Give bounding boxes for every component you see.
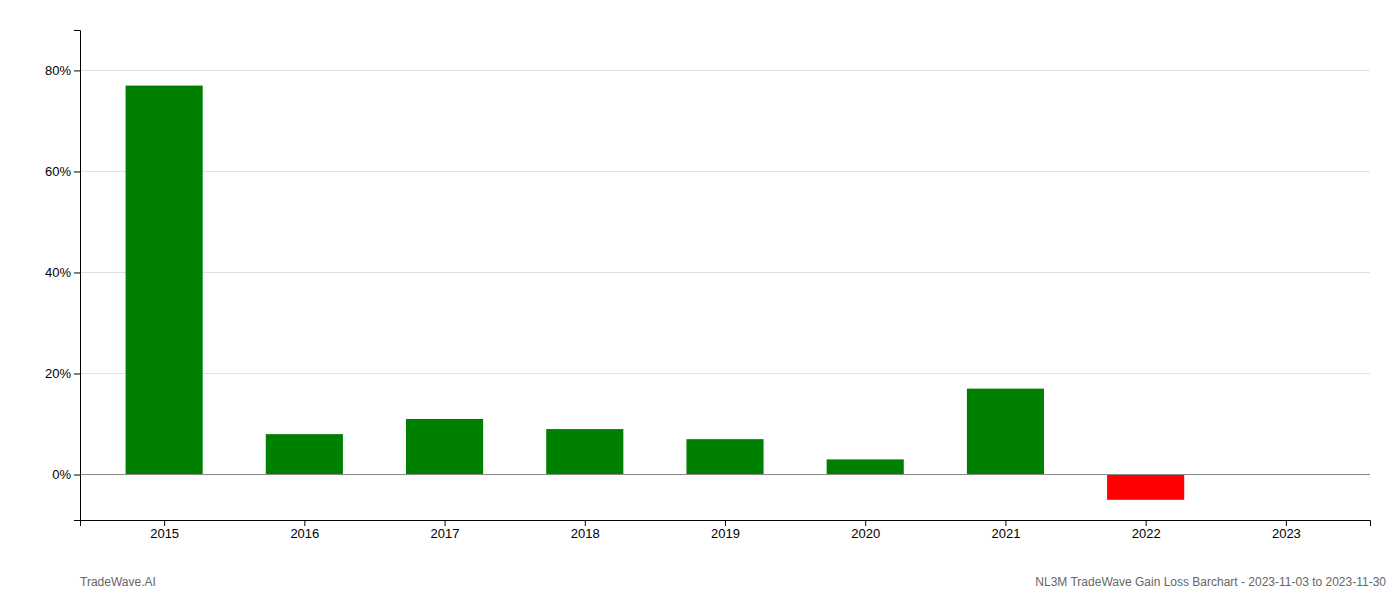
bars [126, 86, 1185, 500]
y-axis-line [74, 31, 81, 521]
grid [80, 70, 1370, 474]
grid-line [80, 171, 1370, 172]
y-tick-label: 60% [45, 164, 71, 179]
x-tick: 2015 [150, 520, 179, 541]
x-tick-mark [1005, 520, 1006, 526]
x-tick-label: 2021 [991, 526, 1020, 541]
x-tick-mark [725, 520, 726, 526]
x-tick-label: 2019 [711, 526, 740, 541]
zero-line [80, 474, 1370, 475]
x-tick-label: 2015 [150, 526, 179, 541]
x-tick: 2017 [431, 520, 460, 541]
bar [126, 86, 203, 475]
bar [266, 434, 343, 474]
grid-line [80, 272, 1370, 273]
x-tick-mark [865, 520, 866, 526]
grid-line [80, 70, 1370, 71]
x-tick-label: 2018 [571, 526, 600, 541]
y-tick-mark [74, 272, 80, 273]
y-tick: 80% [45, 63, 80, 78]
bar [1107, 475, 1184, 500]
y-tick-label: 40% [45, 265, 71, 280]
x-tick-mark [164, 520, 165, 526]
bar [686, 439, 763, 474]
bar [827, 459, 904, 474]
y-tick: 40% [45, 265, 80, 280]
x-tick: 2020 [851, 520, 880, 541]
bar [546, 429, 623, 474]
y-tick-label: 20% [45, 366, 71, 381]
y-tick: 20% [45, 366, 80, 381]
x-tick-mark [1146, 520, 1147, 526]
footer-text: TradeWave.AI [80, 575, 156, 589]
x-tick-mark [1286, 520, 1287, 526]
y-tick-mark [74, 171, 80, 172]
x-tick-mark [585, 520, 586, 526]
plot-area: 2015 2016 2017 2018 2019 2020 2021 2022 2023 0% 20… [45, 31, 1371, 542]
y-tick-label: 80% [45, 63, 71, 78]
x-tick-label: 2022 [1132, 526, 1161, 541]
grid-line [80, 373, 1370, 374]
x-tick-mark [445, 520, 446, 526]
y-tick-label: 0% [52, 467, 71, 482]
y-tick-mark [74, 374, 80, 375]
y-axis: 0% 20% 40% 60% 80% [45, 31, 81, 521]
y-tick: 0% [52, 467, 80, 482]
x-tick: 2021 [991, 520, 1020, 541]
x-tick-label: 2020 [851, 526, 880, 541]
y-tick-mark [74, 475, 80, 476]
grid-line [80, 474, 1370, 475]
x-tick: 2018 [571, 520, 600, 541]
y-tick-mark [74, 70, 80, 71]
chart: 2015 2016 2017 2018 2019 2020 2021 2022 2023 0% 20… [0, 0, 1400, 600]
y-tick: 60% [45, 164, 80, 179]
x-axis: 2015 2016 2017 2018 2019 2020 2021 2022 2023 [81, 520, 1371, 541]
footer-text: NL3M TradeWave Gain Loss Barchart - 2023… [1035, 575, 1386, 589]
x-tick: 2022 [1132, 520, 1161, 541]
x-tick: 2019 [711, 520, 740, 541]
x-tick-mark [304, 520, 305, 526]
x-tick: 2016 [290, 520, 319, 541]
bar [967, 389, 1044, 475]
x-tick: 2023 [1272, 520, 1301, 541]
x-tick-label: 2016 [290, 526, 319, 541]
x-tick-label: 2017 [431, 526, 460, 541]
x-axis-line [81, 521, 1371, 527]
bar [406, 419, 483, 475]
x-tick-label: 2023 [1272, 526, 1301, 541]
